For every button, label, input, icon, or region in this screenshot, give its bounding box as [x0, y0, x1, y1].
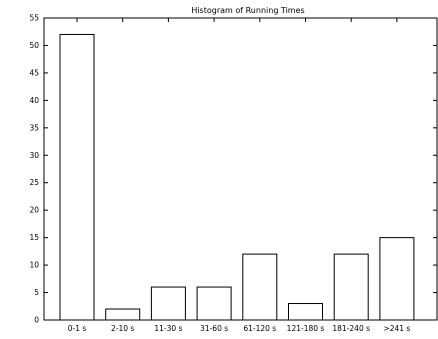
bar — [150, 286, 186, 321]
y-tick-label: 15 — [29, 233, 39, 242]
x-tick-label: 121-180 s — [287, 324, 325, 333]
bar — [288, 303, 323, 321]
y-tick-label: 20 — [29, 206, 39, 215]
y-tick-label: 10 — [29, 261, 39, 270]
x-tick-label: 31-60 s — [200, 324, 228, 333]
x-tick-label: 61-120 s — [243, 324, 276, 333]
x-tick-label: 0-1 s — [68, 324, 87, 333]
y-tick-label: 50 — [29, 41, 39, 50]
y-tick-label: 5 — [34, 288, 39, 297]
bar — [242, 253, 278, 321]
x-tick-label: 181-240 s — [332, 324, 370, 333]
y-tick-label: 0 — [34, 316, 39, 325]
y-tick-label: 35 — [29, 123, 39, 132]
bar-series — [59, 33, 415, 321]
bar — [379, 237, 415, 321]
x-tick-label: 2-10 s — [111, 324, 134, 333]
y-tick-label: 40 — [29, 96, 39, 105]
chart-title: Histogram of Running Times — [191, 6, 304, 15]
plot-frame — [43, 17, 438, 321]
bar — [105, 308, 141, 321]
y-tick-label: 45 — [29, 68, 39, 77]
bar — [333, 253, 369, 321]
bar — [196, 286, 232, 321]
y-axis: 0 5 10 15 20 25 30 35 40 45 50 55 — [29, 14, 437, 325]
x-tick-label: >241 s — [383, 324, 410, 333]
bar — [59, 33, 95, 321]
y-tick-label: 25 — [29, 178, 39, 187]
y-tick-label: 55 — [29, 14, 39, 23]
x-tick-label: 11-30 s — [154, 324, 182, 333]
y-tick-label: 30 — [29, 151, 39, 160]
